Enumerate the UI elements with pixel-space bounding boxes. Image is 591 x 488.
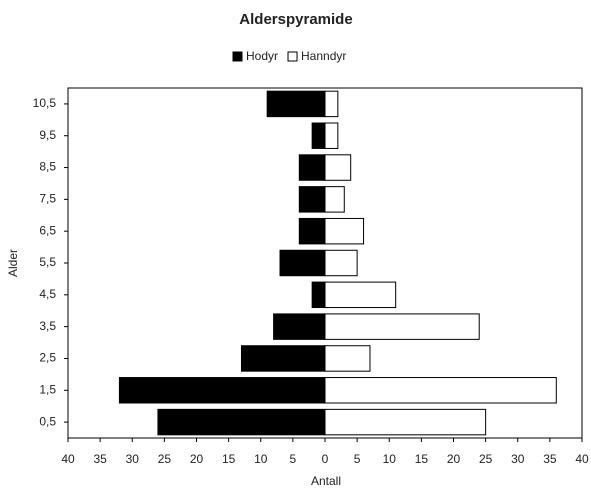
x-tick-label: 5 — [290, 452, 297, 466]
x-tick-label: 35 — [543, 452, 557, 466]
bar — [324, 377, 557, 404]
bar — [118, 377, 326, 404]
bar — [311, 281, 326, 309]
bar — [324, 408, 487, 436]
bar — [324, 217, 365, 245]
bar — [298, 154, 326, 181]
y-tick-label: 9,5 — [39, 128, 56, 142]
y-tick-label: 3,5 — [39, 319, 56, 333]
legend-swatch — [287, 51, 298, 62]
bar — [157, 408, 326, 436]
bar — [324, 122, 339, 149]
bar — [324, 249, 358, 277]
y-tick-label: 8,5 — [39, 160, 56, 174]
x-axis-label: Antall — [311, 474, 341, 488]
bar — [324, 281, 397, 309]
bar — [324, 313, 480, 340]
y-tick-label: 6,5 — [39, 223, 56, 237]
bar — [298, 186, 326, 213]
x-tick-label: 5 — [354, 452, 361, 466]
bar — [324, 186, 345, 213]
x-tick-label: 0 — [322, 452, 329, 466]
y-tick-label: 1,5 — [39, 382, 56, 396]
bar — [279, 249, 326, 277]
x-tick-label: 10 — [383, 452, 397, 466]
x-tick-label: 40 — [61, 452, 75, 466]
y-tick-label: 0,5 — [39, 414, 56, 428]
chart-title: Alderspyramide — [239, 11, 352, 28]
bar — [266, 90, 326, 118]
x-tick-label: 25 — [158, 452, 172, 466]
x-tick-label: 20 — [447, 452, 461, 466]
legend-swatch — [232, 51, 243, 62]
y-tick-label: 4,5 — [39, 287, 56, 301]
legend-label: Hodyr — [246, 49, 278, 63]
bar — [298, 217, 326, 245]
x-tick-label: 35 — [93, 452, 107, 466]
x-tick-label: 10 — [254, 452, 268, 466]
y-tick-label: 5,5 — [39, 255, 56, 269]
y-tick-label: 10,5 — [33, 96, 57, 110]
bar — [273, 313, 326, 340]
x-tick-label: 15 — [415, 452, 429, 466]
bar — [311, 122, 326, 149]
x-tick-label: 25 — [479, 452, 493, 466]
x-tick-label: 30 — [511, 452, 525, 466]
y-tick-label: 2,5 — [39, 351, 56, 365]
bar — [324, 154, 352, 181]
bar — [324, 345, 371, 372]
bar — [240, 345, 326, 372]
x-tick-label: 40 — [575, 452, 589, 466]
legend-label: Hanndyr — [301, 49, 346, 63]
x-tick-label: 30 — [126, 452, 140, 466]
bar — [324, 90, 339, 118]
x-tick-label: 15 — [222, 452, 236, 466]
x-tick-label: 20 — [190, 452, 204, 466]
y-tick-label: 7,5 — [39, 192, 56, 206]
y-axis-label: Alder — [6, 249, 20, 277]
